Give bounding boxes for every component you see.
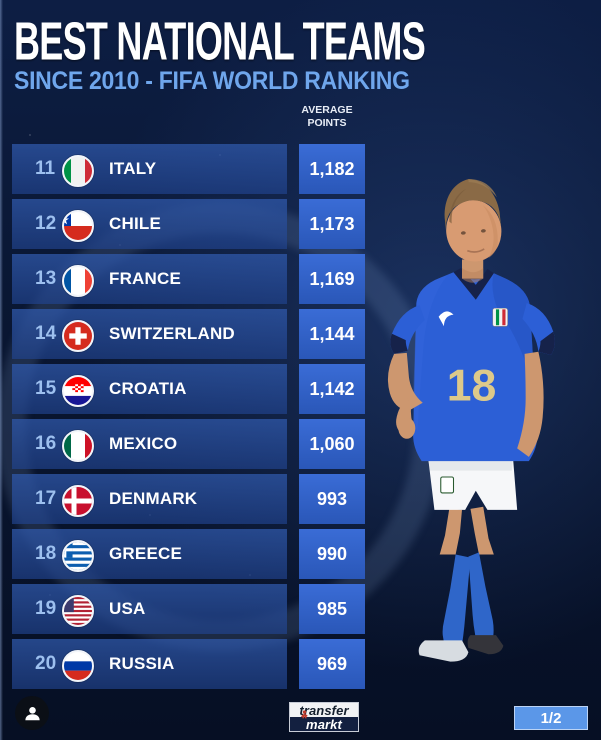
- svg-text:18: 18: [447, 362, 497, 411]
